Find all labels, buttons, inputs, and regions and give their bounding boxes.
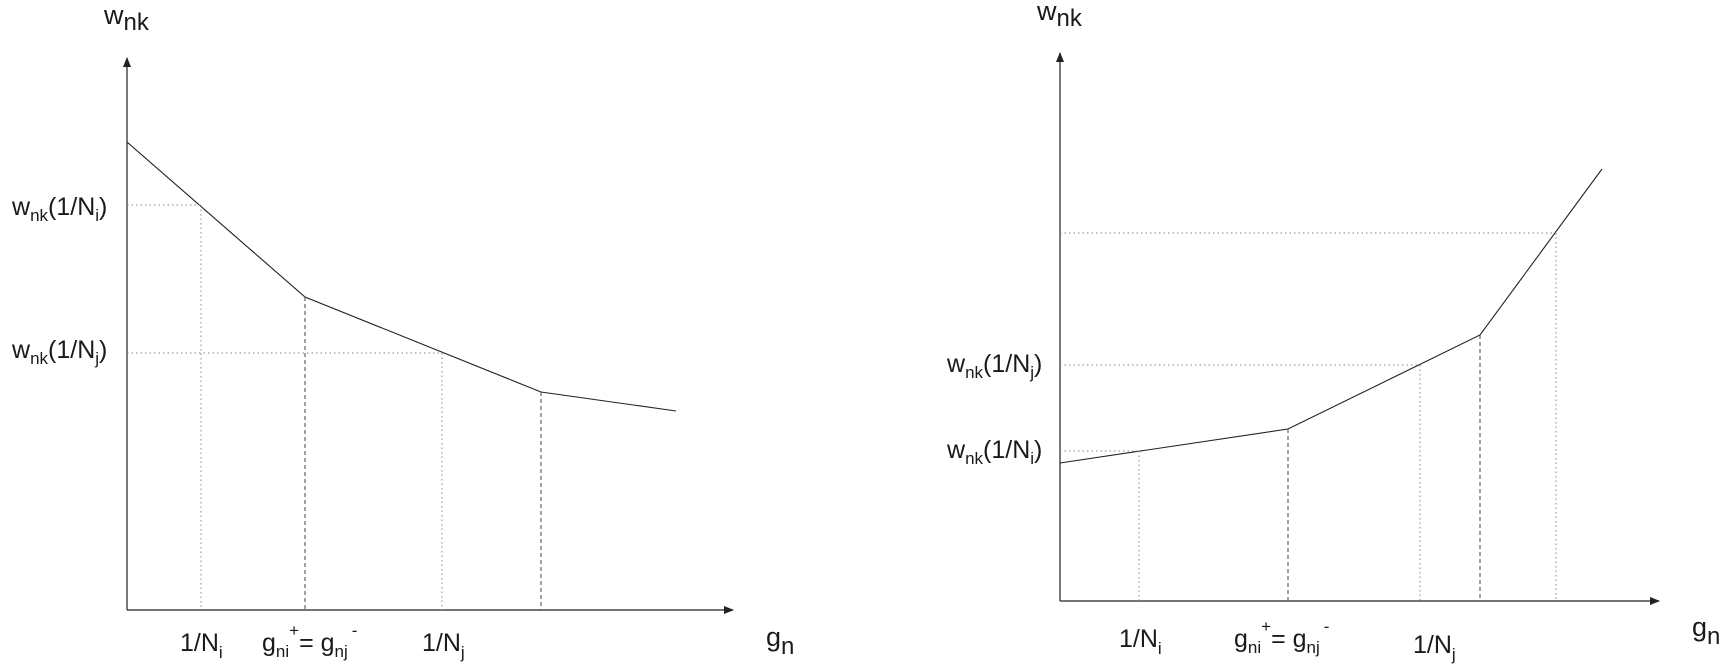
left-ylabel-nj: wnk(1/Nj) bbox=[11, 336, 107, 368]
right-xlabel-g-equality: gni+= gnj- bbox=[1234, 617, 1329, 657]
left-xlabel-g-equality: gni+= gnj- bbox=[262, 621, 357, 661]
right-xlabel-ni: 1/Ni bbox=[1119, 625, 1162, 658]
left-ylabel-ni: wnk(1/Ni) bbox=[11, 193, 107, 225]
left-x-axis-title: gn bbox=[766, 622, 794, 660]
right-xlabel-nj: 1/Nj bbox=[1413, 631, 1456, 664]
left-y-axis-title: wnk bbox=[103, 0, 150, 36]
right-ylabel-ni: wnk(1/Ni) bbox=[946, 436, 1042, 468]
right-curve bbox=[1059, 168, 1603, 464]
left-curve bbox=[126, 141, 677, 412]
right-diagram: wnk gn wnk(1/Nj) wnk(1/Ni) 1/Ni gni+= gn… bbox=[946, 0, 1720, 664]
left-xlabel-ni: 1/Ni bbox=[180, 629, 223, 662]
left-xlabel-nj: 1/Nj bbox=[422, 629, 465, 662]
left-diagram: wnk gn wnk(1/Ni) wnk(1/Nj) 1/Ni gni+= gn… bbox=[11, 0, 794, 662]
right-y-axis-title: wnk bbox=[1036, 0, 1083, 32]
right-x-axis-title: gn bbox=[1692, 612, 1720, 650]
right-ylabel-nj: wnk(1/Nj) bbox=[946, 350, 1042, 382]
